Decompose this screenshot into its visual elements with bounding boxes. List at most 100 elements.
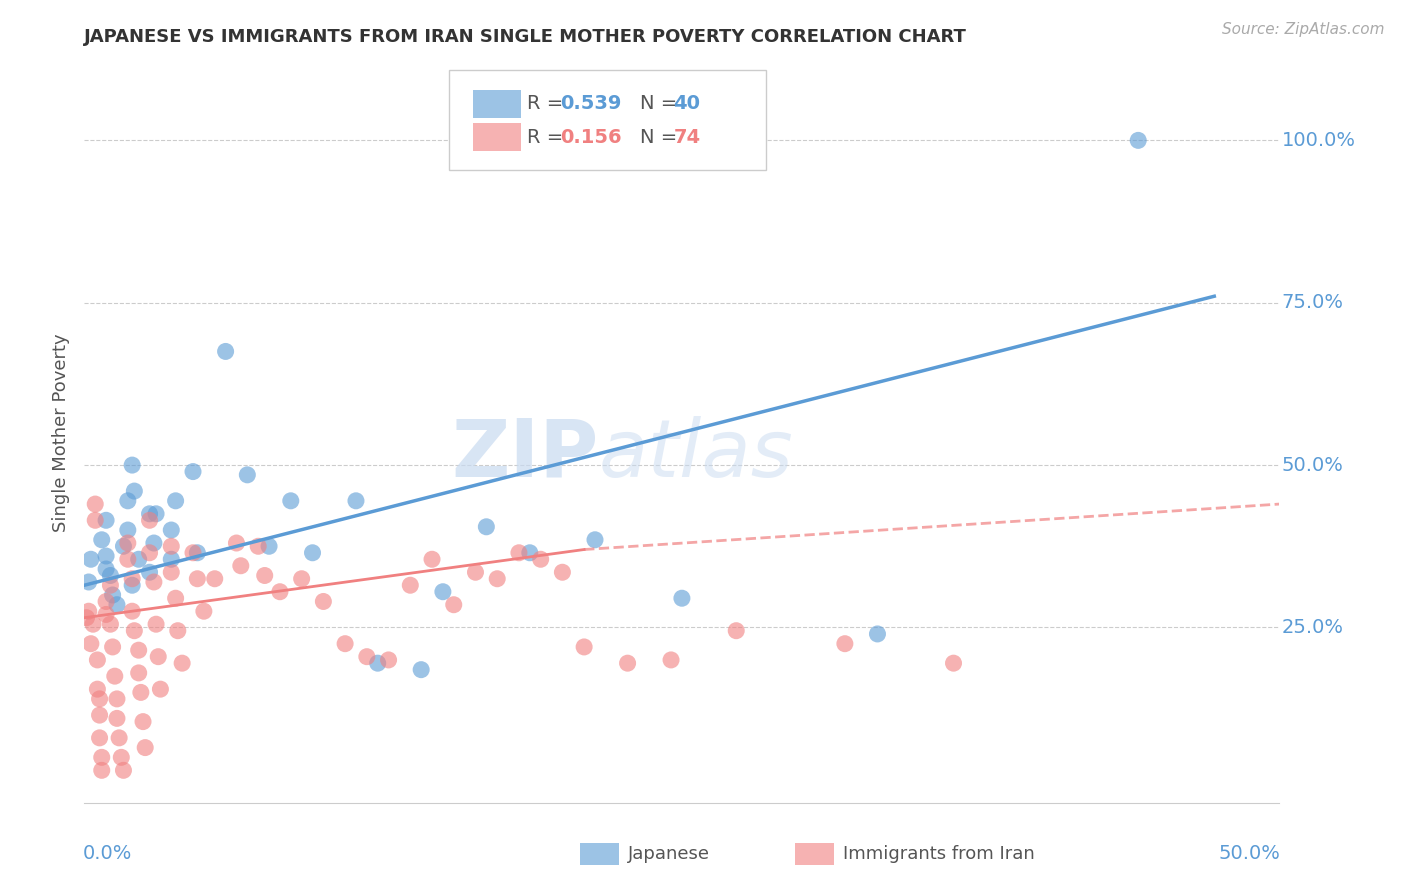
Text: 0.156: 0.156 bbox=[560, 128, 621, 146]
Point bbox=[84, 513, 107, 527]
Point bbox=[101, 640, 124, 654]
Point bbox=[399, 578, 422, 592]
Point bbox=[100, 578, 122, 592]
Point bbox=[464, 566, 486, 580]
Point bbox=[160, 566, 183, 580]
Point bbox=[105, 711, 128, 725]
Point bbox=[76, 610, 98, 624]
Point bbox=[160, 523, 183, 537]
Point bbox=[356, 649, 378, 664]
Text: 0.539: 0.539 bbox=[560, 95, 621, 113]
Point bbox=[100, 617, 122, 632]
Point bbox=[90, 764, 112, 778]
Point bbox=[86, 653, 108, 667]
Text: R =: R = bbox=[527, 95, 569, 113]
Point bbox=[616, 656, 638, 670]
Point bbox=[551, 566, 574, 580]
Point bbox=[101, 588, 124, 602]
Point bbox=[530, 552, 553, 566]
Point bbox=[108, 731, 131, 745]
Point bbox=[86, 682, 108, 697]
Point bbox=[583, 533, 606, 547]
Text: 74: 74 bbox=[673, 128, 700, 146]
Point bbox=[138, 546, 160, 560]
Point bbox=[301, 546, 323, 560]
Text: N =: N = bbox=[640, 95, 683, 113]
Point bbox=[149, 682, 172, 697]
Point bbox=[112, 764, 135, 778]
Point bbox=[247, 539, 270, 553]
Text: Immigrants from Iran: Immigrants from Iran bbox=[844, 845, 1035, 863]
Point bbox=[236, 467, 259, 482]
Point bbox=[94, 549, 117, 563]
Point bbox=[90, 533, 112, 547]
FancyBboxPatch shape bbox=[472, 123, 520, 152]
Point bbox=[94, 594, 117, 608]
Point bbox=[572, 640, 595, 654]
Text: Source: ZipAtlas.com: Source: ZipAtlas.com bbox=[1222, 22, 1385, 37]
Point bbox=[77, 604, 100, 618]
Point bbox=[165, 493, 187, 508]
Point bbox=[128, 552, 150, 566]
Point bbox=[124, 624, 146, 638]
Point bbox=[84, 497, 107, 511]
Point bbox=[280, 493, 302, 508]
Point bbox=[138, 507, 160, 521]
Point bbox=[89, 692, 111, 706]
Point bbox=[432, 584, 454, 599]
Point bbox=[486, 572, 509, 586]
Point bbox=[121, 572, 143, 586]
Point bbox=[80, 637, 103, 651]
Point bbox=[475, 520, 498, 534]
Point bbox=[165, 591, 187, 606]
Point bbox=[142, 536, 165, 550]
Point bbox=[110, 750, 132, 764]
Point bbox=[312, 594, 335, 608]
Point bbox=[94, 562, 117, 576]
Point bbox=[134, 740, 156, 755]
FancyBboxPatch shape bbox=[796, 843, 834, 865]
Point bbox=[89, 731, 111, 745]
Point bbox=[121, 458, 143, 472]
Text: 100.0%: 100.0% bbox=[1282, 131, 1355, 150]
Point bbox=[659, 653, 682, 667]
Text: ZIP: ZIP bbox=[451, 416, 599, 494]
Point bbox=[193, 604, 215, 618]
Point bbox=[834, 637, 856, 651]
Point bbox=[186, 546, 208, 560]
Point bbox=[377, 653, 399, 667]
Point bbox=[77, 574, 100, 589]
FancyBboxPatch shape bbox=[472, 90, 520, 118]
Point bbox=[112, 539, 135, 553]
Point bbox=[172, 656, 194, 670]
Text: 0.0%: 0.0% bbox=[83, 844, 132, 863]
Point bbox=[145, 617, 167, 632]
Text: JAPANESE VS IMMIGRANTS FROM IRAN SINGLE MOTHER POVERTY CORRELATION CHART: JAPANESE VS IMMIGRANTS FROM IRAN SINGLE … bbox=[84, 28, 967, 45]
Text: 50.0%: 50.0% bbox=[1282, 456, 1344, 475]
Point bbox=[138, 513, 160, 527]
Point bbox=[508, 546, 530, 560]
Text: atlas: atlas bbox=[599, 416, 793, 494]
Point bbox=[160, 552, 183, 566]
Point bbox=[866, 627, 889, 641]
Point bbox=[269, 584, 291, 599]
Point bbox=[129, 685, 152, 699]
Point bbox=[117, 493, 139, 508]
Point bbox=[181, 465, 204, 479]
Text: R =: R = bbox=[527, 128, 569, 146]
Point bbox=[519, 546, 541, 560]
Point bbox=[128, 665, 150, 680]
Point bbox=[145, 507, 167, 521]
FancyBboxPatch shape bbox=[449, 70, 766, 169]
Point bbox=[214, 344, 236, 359]
Point bbox=[186, 572, 208, 586]
Point bbox=[94, 513, 117, 527]
Point bbox=[942, 656, 965, 670]
Point bbox=[82, 617, 104, 632]
Point bbox=[117, 536, 139, 550]
Point bbox=[117, 523, 139, 537]
Point bbox=[90, 750, 112, 764]
Point bbox=[105, 692, 128, 706]
Point bbox=[725, 624, 748, 638]
Point bbox=[443, 598, 465, 612]
